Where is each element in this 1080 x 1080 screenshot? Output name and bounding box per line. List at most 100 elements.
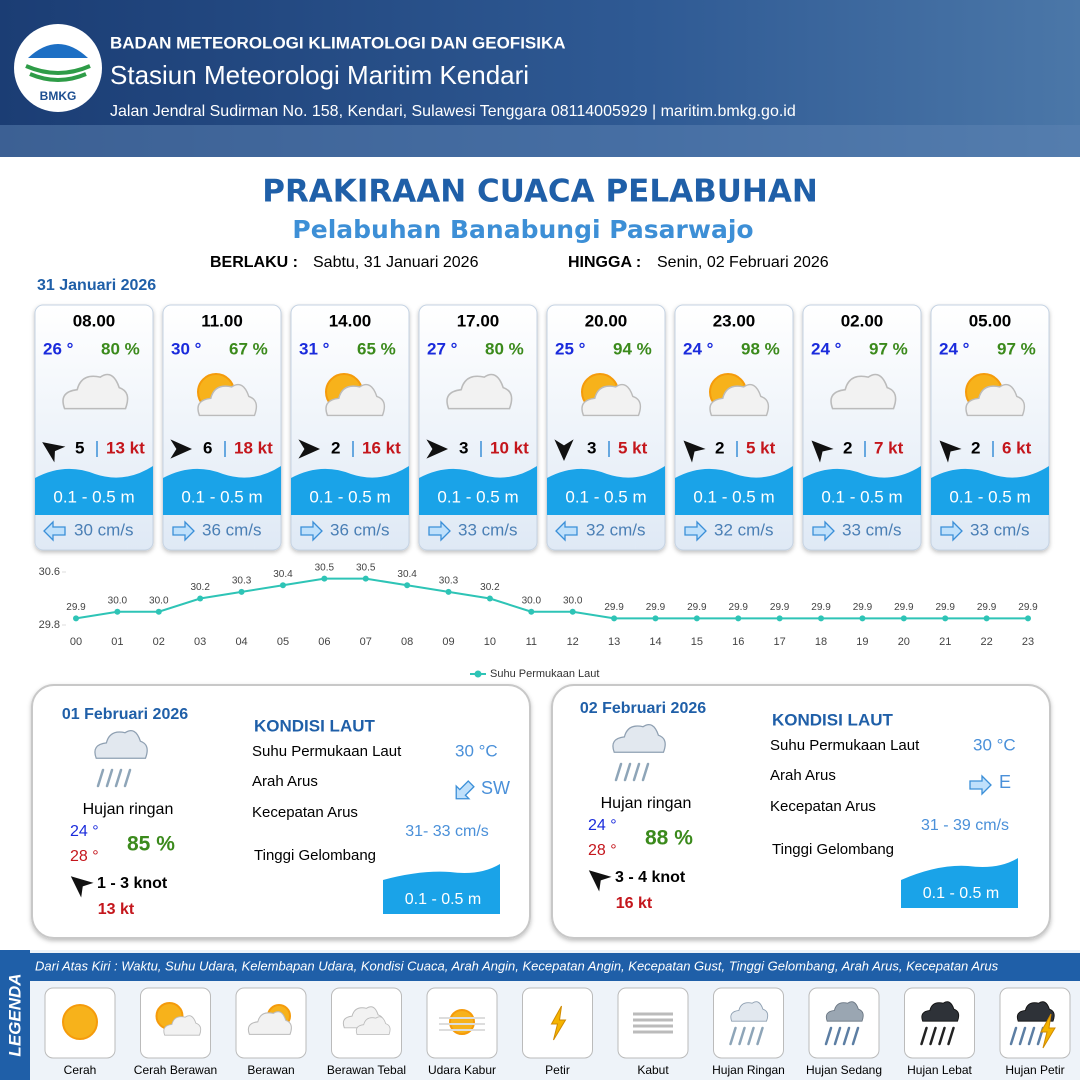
- valid-to-label: HINGGA :: [568, 254, 641, 271]
- legend-icon-box: [999, 987, 1071, 1059]
- x-tick-label: 14: [649, 636, 661, 648]
- temperature: 25 °: [555, 339, 586, 358]
- wave-height: 0.1 - 0.5 m: [53, 487, 134, 506]
- agency: BADAN METEOROLOGI KLIMATOLOGI DAN GEOFIS…: [110, 33, 566, 52]
- wave-height: 0.1 - 0.5 m: [181, 487, 262, 506]
- data-label: 29.9: [729, 602, 749, 613]
- time: 23.00: [713, 311, 756, 330]
- rain-drop: [756, 1026, 764, 1046]
- day-date: 31 Januari 2026: [37, 277, 156, 294]
- wave-height: 0.1 - 0.5 m: [821, 487, 902, 506]
- data-label: 29.9: [770, 602, 790, 613]
- current-arrow: [969, 774, 992, 796]
- legend-swatch: [474, 670, 482, 678]
- gust: 16 kt: [616, 895, 653, 912]
- wave-height: 0.1 - 0.5 m: [309, 487, 390, 506]
- cloud-shape: [830, 373, 897, 410]
- wave-band: [383, 864, 500, 914]
- y-tick-label: 30.6: [39, 566, 60, 578]
- x-tick-label: 09: [442, 636, 454, 648]
- data-label: 30.4: [397, 569, 417, 580]
- legend-label: Suhu Permukaan Laut: [490, 668, 599, 680]
- current-arrow: [455, 780, 475, 800]
- cloud-shape: [709, 383, 770, 417]
- current-arrow: [555, 520, 578, 542]
- legend-item: Cerah: [64, 1063, 97, 1077]
- sst-point: [321, 575, 328, 582]
- sst-line: [75, 577, 1028, 620]
- direction-arrow: [554, 439, 574, 462]
- cloud-icon: [709, 383, 770, 417]
- time: 17.00: [457, 311, 500, 330]
- rain-drop: [105, 768, 114, 788]
- wind-speed: 5: [75, 438, 84, 457]
- sst-point: [569, 608, 576, 615]
- wave-band: [163, 466, 281, 515]
- time: 11.00: [201, 311, 243, 330]
- wave-value: 0.1 - 0.5 m: [923, 885, 999, 902]
- gust: 6 kt: [1002, 438, 1032, 457]
- gust: 7 kt: [874, 438, 904, 457]
- logo-mark: [25, 64, 91, 82]
- data-label: 30.5: [356, 562, 376, 573]
- current-speed: 36 cm/s: [202, 520, 262, 539]
- data-label: 29.9: [977, 602, 997, 613]
- cloud-icon: [830, 373, 897, 410]
- subtitle: Pelabuhan Banabungi Pasarwajo: [292, 215, 753, 244]
- direction-label: Arah Arus: [770, 767, 836, 784]
- current-arrow: [43, 520, 66, 542]
- sst-point: [1025, 615, 1031, 622]
- wave-band: [675, 466, 793, 515]
- wave-band: [547, 466, 665, 515]
- cloud-shape: [325, 383, 386, 417]
- temperature: 24 °: [811, 339, 842, 358]
- bolt-icon: [550, 1005, 567, 1041]
- rain-drop: [1018, 1026, 1027, 1046]
- current-speed: 33 cm/s: [458, 520, 518, 539]
- sst-point: [445, 588, 452, 595]
- cloud-shape: [921, 1001, 960, 1022]
- rain-drop: [738, 1026, 746, 1046]
- wave-band: [803, 466, 921, 515]
- sst-point: [238, 588, 245, 595]
- cloud-shape: [612, 724, 666, 753]
- current-speed: 32 cm/s: [714, 520, 774, 539]
- sst-point: [693, 615, 700, 622]
- address: Jalan Jendral Sudirman No. 158, Kendari,…: [110, 103, 796, 120]
- x-tick-label: 21: [939, 636, 951, 648]
- time: 05.00: [969, 311, 1012, 330]
- logo-text: BMKG: [40, 89, 77, 103]
- rain-drop: [623, 762, 632, 782]
- legend-item: Berawan: [247, 1063, 294, 1077]
- cloud-icon: [163, 1015, 202, 1036]
- sst-point: [900, 615, 907, 622]
- legend-icon-box: [713, 987, 784, 1059]
- rain-drop: [729, 1026, 737, 1046]
- cloud-shape: [581, 383, 642, 417]
- station: Stasiun Meteorologi Maritim Kendari: [110, 60, 529, 90]
- data-label: 29.9: [853, 602, 873, 613]
- rain-drop: [938, 1026, 946, 1046]
- data-label: 29.9: [687, 602, 707, 613]
- wave-band: [901, 858, 1018, 908]
- cloud-shape: [730, 1001, 769, 1022]
- sst-point: [528, 608, 535, 615]
- condition: Hujan ringan: [83, 801, 174, 818]
- cloud-icon: [247, 1011, 292, 1035]
- legend-item: Kabut: [637, 1063, 669, 1077]
- legend-item: Hujan Lebat: [907, 1063, 972, 1077]
- legend-title: LEGENDA: [5, 973, 24, 1056]
- day-date: 01 Februari 2026: [62, 706, 188, 723]
- wind-speed: 2: [971, 438, 980, 457]
- rain-drop: [920, 1026, 928, 1046]
- x-tick-label: 07: [360, 636, 372, 648]
- direction-label: Arah Arus: [252, 773, 318, 790]
- legend-description: Dari Atas Kiri : Waktu, Suhu Udara, Kele…: [35, 958, 999, 973]
- wave-height: 0.1 - 0.5 m: [949, 487, 1030, 506]
- direction-arrow: [70, 876, 94, 898]
- data-label: 30.2: [480, 582, 500, 593]
- data-label: 30.5: [315, 562, 335, 573]
- legend-item: Hujan Ringan: [712, 1063, 785, 1077]
- x-tick-label: 23: [1022, 636, 1034, 648]
- gust: 5 kt: [618, 438, 648, 457]
